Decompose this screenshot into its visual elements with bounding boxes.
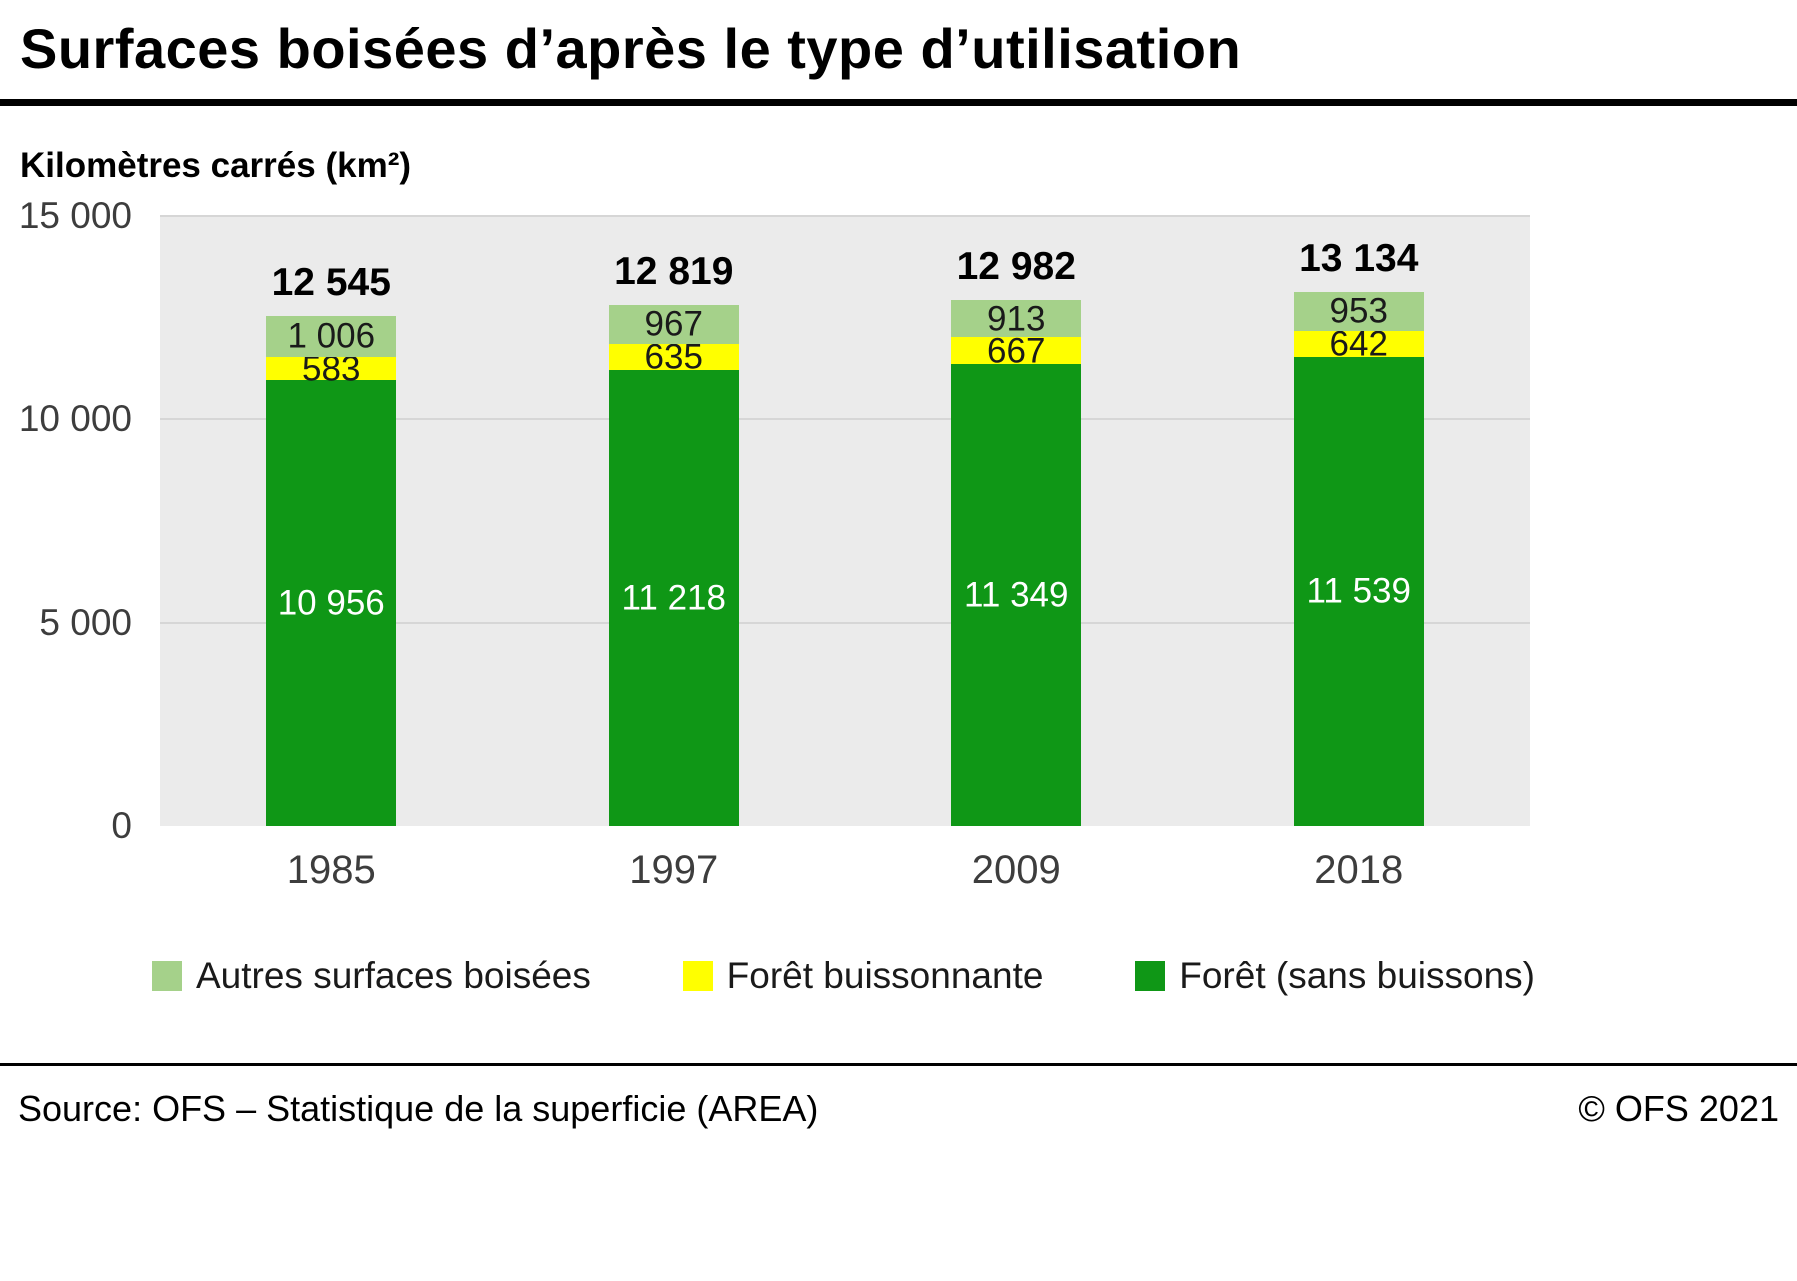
legend-label: Forêt (sans buissons): [1179, 955, 1535, 996]
segment-value-label: 635: [644, 337, 703, 377]
segment-value-label: 583: [302, 349, 361, 389]
stacked-bar: 10 956 583 1 006 12 545: [266, 216, 397, 826]
y-axis: 0 5 000 10 000 15 000: [18, 195, 160, 846]
segment-value-label: 11 539: [1306, 571, 1411, 611]
segment-value-label: 11 349: [964, 575, 1069, 615]
bar-total-label: 12 982: [956, 245, 1076, 289]
bar-segment: [608, 344, 739, 370]
segment-value-label: 913: [987, 299, 1046, 339]
legend-item: Autres surfaces boisées: [152, 955, 591, 997]
segment-value-label: 10 956: [277, 583, 385, 623]
bar-segment: [266, 356, 397, 381]
x-tick-label: 1997: [629, 848, 719, 892]
bar-segment: [951, 300, 1082, 338]
bar-slot: 10 956 583 1 006 12 545: [160, 216, 503, 826]
y-tick-label: 15 000: [18, 195, 132, 236]
footer: Source: OFS – Statistique de la superfic…: [0, 1066, 1797, 1130]
legend-item: Forêt (sans buissons): [1135, 955, 1535, 997]
bar-segment: [1293, 291, 1424, 331]
bar-total-label: 12 545: [271, 260, 391, 304]
segment-value-label: 642: [1329, 324, 1388, 364]
bars: 10 956 583 1 006 12 545 11 218 635 967 12 819 11…: [160, 216, 1530, 826]
bar-segment: [1293, 330, 1424, 357]
bar-slot: 11 218 635 967 12 819: [503, 216, 846, 826]
bar-slot: 11 539 642 953 13 134: [1188, 216, 1531, 826]
legend-item: Forêt buissonnante: [682, 955, 1044, 997]
stacked-bar: 11 539 642 953 13 134: [1293, 216, 1424, 826]
legend: Autres surfaces boisées Forêt buissonnant…: [152, 955, 1535, 997]
gridline: [160, 621, 1530, 624]
x-tick-label: 1985: [286, 848, 376, 892]
page-title: Surfaces boisées d’après le type d’utili…: [20, 17, 1242, 80]
bar-segment: [951, 364, 1082, 826]
bar-segment: [608, 369, 739, 826]
legend-label: Autres surfaces boisées: [196, 955, 591, 996]
legend-swatch: [152, 961, 182, 991]
segment-value-label: 967: [644, 304, 703, 344]
bar-slot: 11 349 667 913 12 982: [845, 216, 1188, 826]
y-tick-label: 5 000: [39, 601, 132, 643]
legend-swatch: [682, 961, 713, 991]
stacked-bar: 11 349 667 913 12 982: [951, 216, 1082, 826]
bar-segment: [1293, 356, 1424, 826]
y-tick-label: 10 000: [18, 398, 132, 440]
segment-value-label: 953: [1329, 291, 1388, 331]
bar-segment: [951, 337, 1082, 365]
title-divider: [0, 99, 1797, 106]
legend-label: Forêt buissonnante: [726, 955, 1044, 996]
source-note: Source: OFS – Statistique de la superfic…: [18, 1088, 819, 1129]
bar-segment: [266, 380, 397, 826]
segment-value-label: 11 218: [621, 578, 726, 618]
gridline: [160, 215, 1530, 217]
bar-segment: [266, 315, 397, 357]
x-axis: 1985 1997 2009 2018: [160, 848, 1530, 893]
stacked-bar: 11 218 635 967 12 819: [608, 216, 739, 826]
plot-area: 10 956 583 1 006 12 545 11 218 635 967 12 819 11…: [160, 215, 1530, 826]
segment-value-label: 667: [987, 331, 1046, 371]
footer-divider: [0, 1063, 1797, 1066]
x-tick-label: 2009: [971, 848, 1061, 892]
copyright-note: © OFS 2021: [1578, 1088, 1779, 1129]
x-tick-label: 2018: [1314, 848, 1404, 892]
gridline: [160, 418, 1530, 421]
bar-total-label: 12 819: [614, 249, 734, 293]
bar-total-label: 13 134: [1299, 236, 1419, 280]
segment-value-label: 1 006: [287, 316, 376, 356]
bar-segment: [608, 304, 739, 344]
legend-swatch: [1135, 961, 1166, 991]
y-tick-label: 0: [111, 805, 132, 846]
chart-unit-label: Kilomètres carrés (km²): [20, 146, 411, 185]
